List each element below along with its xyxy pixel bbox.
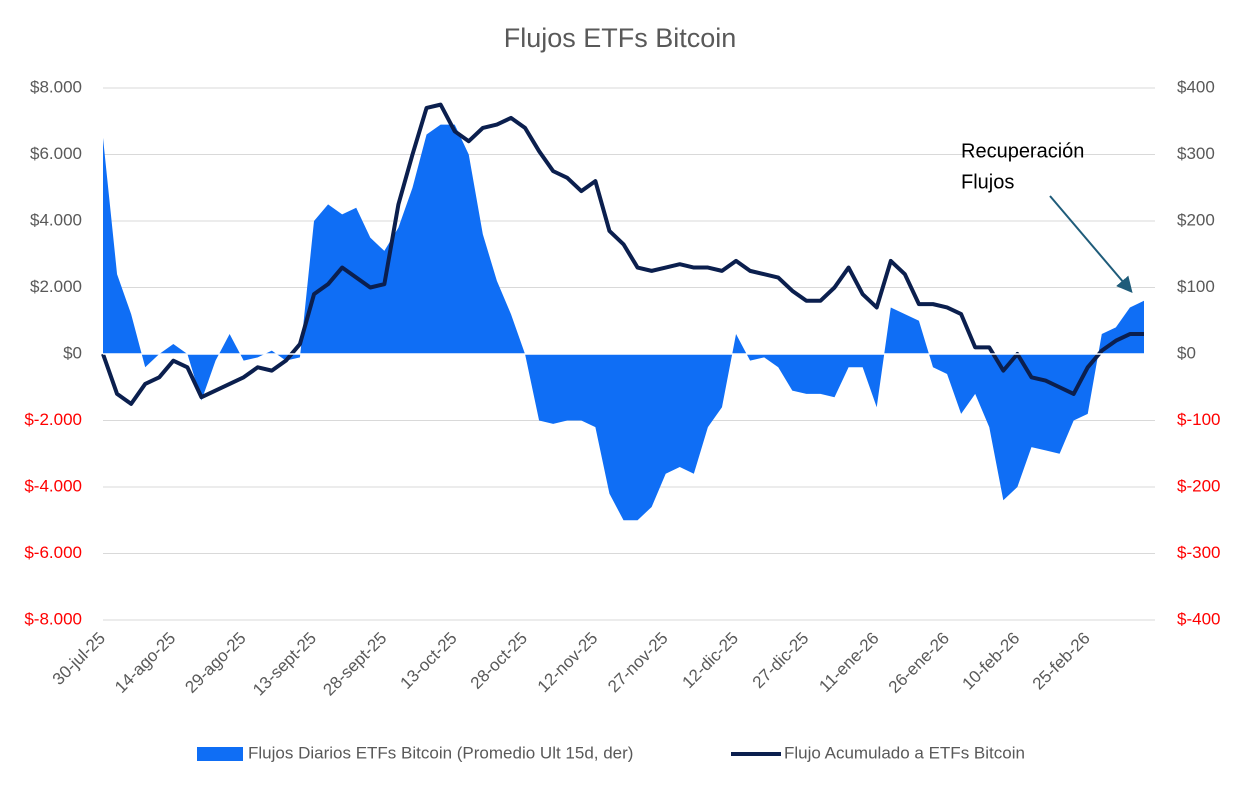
y-tick-label: $2.000 [30,277,82,296]
x-tick-label: 13-oct-25 [396,629,460,693]
y-tick-label: $0 [63,343,82,362]
x-tick-label: 27-nov-25 [604,629,672,697]
line [101,102,1144,406]
x-tick-label: 30-jul-25 [49,629,109,689]
y-tick-label: $-6.000 [24,543,82,562]
x-tick-label: 13-sept-25 [249,629,320,700]
legend-label: Flujos Diarios ETFs Bitcoin (Promedio Ul… [248,743,633,762]
chart-title: Flujos ETFs Bitcoin [504,23,737,53]
y-tick-label: $6.000 [30,144,82,163]
y2-tick-label: $-200 [1177,476,1220,495]
y2-tick-label: $-400 [1177,609,1220,628]
area [103,124,1144,521]
annotation-text: Recuperación [961,140,1084,162]
annotation-arrow [1049,195,1133,294]
y2-tick-label: $200 [1177,210,1215,229]
y-tick-label: $-4.000 [24,476,82,495]
x-tick-label: 12-dic-25 [678,629,742,693]
y2-tick-label: $300 [1177,144,1215,163]
annotation-text: Flujos [961,171,1014,193]
y2-tick-label: $0 [1177,343,1196,362]
y-tick-label: $4.000 [30,210,82,229]
y-tick-label: $-2.000 [24,410,82,429]
x-tick-label: 27-dic-25 [749,629,813,693]
x-tick-label: 29-ago-25 [181,629,249,697]
x-tick-label: 26-ene-26 [885,629,953,697]
x-tick-label: 14-ago-25 [111,629,179,697]
y2-tick-label: $-100 [1177,410,1220,429]
y2-tick-label: $100 [1177,277,1215,296]
x-tick-label: 25-feb-26 [1029,629,1094,694]
x-tick-label: 28-sept-25 [319,629,390,700]
x-tick-label: 11-ene-26 [815,629,882,696]
y-tick-label: $8.000 [30,77,82,96]
x-tick-label: 28-oct-25 [467,629,531,693]
x-tick-label: 12-nov-25 [534,629,602,697]
y2-tick-label: $400 [1177,77,1215,96]
legend-label: Flujo Acumulado a ETFs Bitcoin [784,743,1025,762]
x-tick-label: 10-feb-26 [958,629,1023,694]
legend-swatch [197,747,243,761]
y2-tick-label: $-300 [1177,543,1220,562]
y-tick-label: $-8.000 [24,609,82,628]
